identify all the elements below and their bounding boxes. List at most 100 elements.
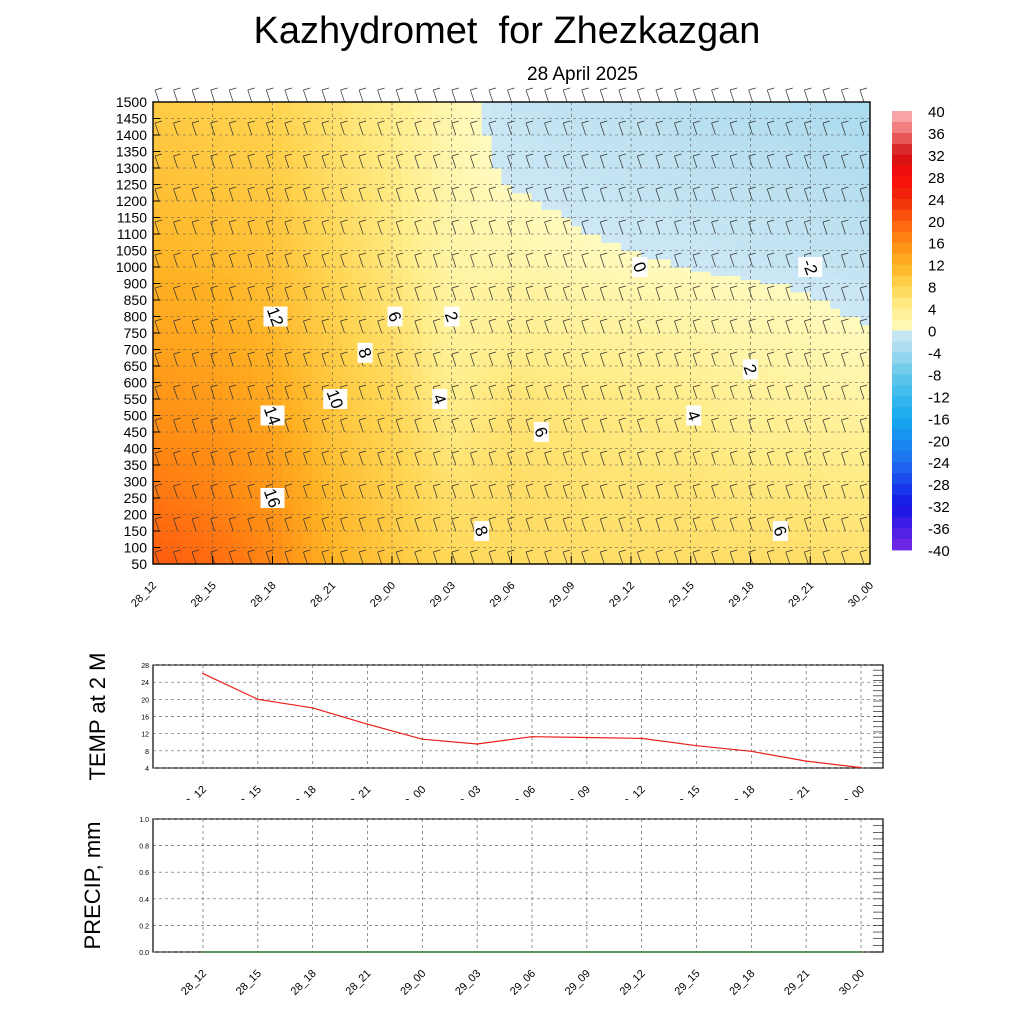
heatmap-cell: [382, 514, 393, 524]
heatmap-cell: [202, 159, 214, 169]
heatmap-cell: [840, 547, 851, 557]
heatmap-cell: [481, 242, 493, 252]
heatmap-cell: [441, 291, 453, 301]
heatmap-cell: [372, 440, 383, 450]
heatmap-cell: [372, 159, 383, 169]
wind-barb-flag: [247, 516, 255, 520]
heatmap-cell: [820, 250, 831, 260]
heatmap-cell: [182, 514, 194, 524]
heatmap-cell: [760, 481, 772, 491]
heatmap-cell: [860, 316, 871, 326]
heatmap-cell: [561, 283, 572, 293]
wind-barb-flag: [618, 285, 626, 289]
heatmap-cell: [162, 176, 174, 186]
heatmap-cell: [650, 399, 662, 408]
heatmap-cell: [561, 374, 572, 384]
heatmap-cell: [660, 349, 672, 359]
heatmap-cell: [850, 151, 861, 161]
heatmap-cell: [780, 201, 791, 210]
heatmap-cell: [222, 135, 234, 144]
heatmap-cell: [441, 514, 453, 524]
heatmap-cell: [541, 135, 552, 144]
wind-barb-flag: [377, 186, 385, 190]
heatmap-cell: [282, 333, 294, 342]
wind-barb-flag: [600, 285, 608, 289]
heatmap-cell: [511, 506, 523, 516]
heatmap-cell: [521, 291, 533, 301]
wind-barb: [618, 386, 624, 400]
heatmap-cell: [840, 279, 851, 285]
wind-barb: [470, 353, 475, 367]
heatmap-cell: [660, 440, 672, 450]
heatmap-cell: [481, 506, 493, 516]
wind-barb: [228, 254, 234, 268]
heatmap-cell: [332, 192, 343, 202]
heatmap-cell: [690, 135, 702, 144]
heatmap-cell: [282, 374, 294, 384]
wind-barb-flag: [210, 384, 218, 388]
heatmap-cell: [631, 514, 642, 524]
wind-barb: [228, 287, 234, 301]
heatmap-cell: [302, 143, 313, 153]
wind-barb-flag: [266, 252, 274, 256]
heatmap-cell: [153, 349, 164, 359]
wind-barb: [191, 386, 197, 400]
heatmap-cell: [601, 118, 612, 128]
heatmap-cell: [770, 432, 781, 441]
heatmap-cell: [591, 489, 602, 499]
heatmap-cell: [760, 279, 772, 285]
heatmap-cell: [182, 423, 194, 433]
heatmap-cell: [182, 473, 194, 483]
heatmap-cell: [770, 110, 781, 120]
wind-barb: [228, 419, 234, 433]
heatmap-cell: [282, 432, 294, 441]
heatmap-cell: [750, 267, 762, 272]
heatmap-cell: [222, 209, 234, 219]
heatmap-cell: [451, 382, 463, 392]
heatmap-cell: [650, 374, 662, 384]
heatmap-cell: [342, 168, 353, 177]
heatmap-cell: [153, 217, 164, 227]
heatmap-cell: [252, 407, 264, 417]
heatmap-cell: [631, 126, 642, 136]
heatmap-cell: [531, 506, 542, 516]
heatmap-cell: [640, 555, 652, 565]
heatmap-cell: [860, 407, 871, 417]
wind-barb: [451, 254, 457, 268]
heatmap-cell: [451, 432, 463, 441]
heatmap-cell: [750, 456, 762, 466]
heatmap-cell: [740, 324, 752, 334]
heatmap-cell: [451, 258, 463, 268]
heatmap-cell: [401, 531, 413, 540]
heatmap-cell: [322, 547, 333, 557]
heatmap-cell: [770, 473, 781, 483]
heatmap-cell: [840, 135, 851, 144]
heatmap-cell: [212, 498, 224, 507]
heatmap-cell: [212, 374, 224, 384]
heatmap-cell: [431, 209, 443, 219]
heatmap-cell: [182, 283, 194, 293]
heatmap-cell: [471, 547, 483, 557]
heatmap-cell: [790, 308, 801, 318]
heatmap-cell: [342, 341, 353, 351]
heatmap-cell: [790, 192, 801, 202]
heatmap-cell: [252, 473, 264, 483]
heatmap-cell: [162, 522, 174, 532]
heatmap-cell: [531, 151, 542, 161]
heatmap-cell: [850, 168, 861, 177]
heatmap-cell: [810, 143, 821, 153]
heatmap-cell: [332, 341, 343, 351]
heatmap-cell: [740, 126, 752, 136]
heatmap-cell: [780, 341, 791, 351]
heatmap-cell: [650, 143, 662, 153]
heatmap-cell: [830, 481, 841, 491]
wind-barb-flag: [563, 417, 571, 421]
heatmap-cell: [531, 275, 542, 280]
heatmap-cell: [710, 473, 722, 483]
wind-barb-flag: [321, 186, 330, 190]
heatmap-cell: [202, 522, 214, 532]
heatmap-cell: [362, 168, 373, 177]
heatmap-cell: [640, 279, 652, 285]
wind-barb-flag: [470, 351, 478, 355]
heatmap-cell: [401, 271, 413, 276]
